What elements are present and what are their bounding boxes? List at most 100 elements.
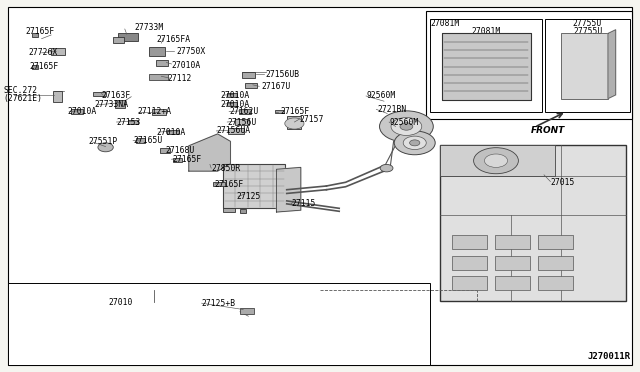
Bar <box>128 120 138 124</box>
Bar <box>426 11 632 119</box>
Bar <box>538 235 573 249</box>
Text: 27081M: 27081M <box>430 19 460 28</box>
Text: 27165F: 27165F <box>280 107 310 116</box>
Text: 27125+B: 27125+B <box>202 299 236 308</box>
Text: 27165F: 27165F <box>25 27 54 36</box>
Text: 27156UB: 27156UB <box>266 70 300 79</box>
Text: 27750X: 27750X <box>176 47 205 56</box>
Text: 2721BN: 2721BN <box>378 105 407 114</box>
Bar <box>242 72 255 78</box>
Text: 27165F: 27165F <box>29 62 59 71</box>
Bar <box>149 74 168 80</box>
Bar <box>440 145 626 301</box>
Text: SEC.272: SEC.272 <box>3 86 37 94</box>
Bar <box>240 308 254 314</box>
Text: 92560M: 92560M <box>366 92 396 100</box>
Text: 27551P: 27551P <box>88 137 118 146</box>
Text: 27153: 27153 <box>116 118 141 126</box>
Bar <box>115 100 125 108</box>
Text: 27165FA: 27165FA <box>157 35 191 44</box>
Circle shape <box>410 140 420 146</box>
Text: 27755U: 27755U <box>573 19 602 28</box>
Text: 27125: 27125 <box>237 192 261 201</box>
Text: 27157: 27157 <box>300 115 324 124</box>
Polygon shape <box>608 30 616 99</box>
Bar <box>227 93 237 97</box>
Text: 27010A: 27010A <box>172 61 201 70</box>
Bar <box>228 128 243 134</box>
Bar <box>227 102 237 106</box>
Text: 27726X: 27726X <box>29 48 58 57</box>
Text: 27755U: 27755U <box>573 27 602 36</box>
Text: 27167U: 27167U <box>261 82 291 91</box>
Bar <box>223 164 285 208</box>
Text: 92560M: 92560M <box>389 118 419 126</box>
Text: FRONT: FRONT <box>531 126 566 135</box>
Bar <box>148 46 165 56</box>
Text: 27010A: 27010A <box>67 107 97 116</box>
Bar <box>495 235 530 249</box>
Bar <box>495 276 530 290</box>
Text: 27165F: 27165F <box>214 180 244 189</box>
Bar <box>136 138 145 143</box>
Bar <box>442 33 531 100</box>
Bar <box>430 19 542 112</box>
Circle shape <box>400 123 413 130</box>
Text: 27156UA: 27156UA <box>216 126 250 135</box>
Bar <box>235 119 249 125</box>
Circle shape <box>380 111 433 142</box>
Bar <box>452 276 487 290</box>
Text: J270011R: J270011R <box>588 352 630 361</box>
Bar <box>173 158 182 162</box>
Text: 27162U: 27162U <box>229 107 259 116</box>
Bar <box>167 130 179 134</box>
Bar <box>113 37 124 43</box>
Bar <box>495 256 530 270</box>
Bar <box>152 109 166 115</box>
Bar <box>93 92 106 96</box>
Text: 27081M: 27081M <box>472 27 500 36</box>
Bar <box>160 148 170 153</box>
Bar <box>8 283 430 365</box>
Circle shape <box>403 136 426 150</box>
Bar <box>538 276 573 290</box>
Text: 27010A: 27010A <box>157 128 186 137</box>
Circle shape <box>484 154 508 167</box>
Bar <box>538 256 573 270</box>
Bar <box>71 109 83 114</box>
Bar <box>545 19 630 112</box>
Text: 27115: 27115 <box>291 199 316 208</box>
Text: 27733NA: 27733NA <box>95 100 129 109</box>
Text: 27733M: 27733M <box>134 23 164 32</box>
Bar <box>287 116 301 129</box>
Polygon shape <box>276 167 301 212</box>
Bar <box>156 60 168 66</box>
Bar <box>239 109 251 114</box>
Text: 27163F: 27163F <box>101 91 131 100</box>
Text: 27112: 27112 <box>168 74 192 83</box>
Text: 27156U: 27156U <box>227 118 257 126</box>
Bar <box>51 48 65 55</box>
Bar <box>275 110 284 113</box>
Bar <box>32 33 38 37</box>
Bar <box>442 33 531 100</box>
Bar <box>32 65 38 69</box>
Text: 27168U: 27168U <box>165 146 195 155</box>
Text: 27010: 27010 <box>109 298 133 307</box>
Bar <box>240 209 246 213</box>
Bar <box>561 33 608 99</box>
Text: 27010A: 27010A <box>221 100 250 109</box>
Text: 27112+A: 27112+A <box>138 107 172 116</box>
Bar <box>53 91 62 102</box>
Bar <box>440 145 556 176</box>
Circle shape <box>98 143 113 152</box>
Bar <box>245 83 257 88</box>
Bar <box>213 182 225 186</box>
Circle shape <box>380 164 393 172</box>
Polygon shape <box>189 134 230 171</box>
Text: 27165U: 27165U <box>133 136 163 145</box>
Bar <box>452 235 487 249</box>
Text: 27165F: 27165F <box>173 155 202 164</box>
Bar <box>118 33 138 41</box>
Bar <box>452 256 487 270</box>
